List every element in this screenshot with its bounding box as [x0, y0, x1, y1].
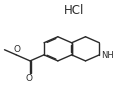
Text: NH: NH	[102, 51, 114, 60]
Text: HCl: HCl	[64, 4, 84, 17]
Text: O: O	[26, 74, 33, 83]
Text: O: O	[13, 45, 20, 54]
